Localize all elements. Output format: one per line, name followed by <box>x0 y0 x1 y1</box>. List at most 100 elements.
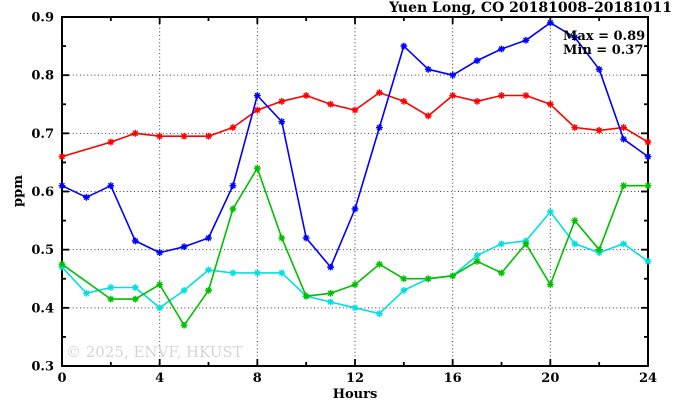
series-blue-marker <box>205 234 212 242</box>
series-blue-line <box>61 21 649 268</box>
series-blue-marker <box>156 249 164 256</box>
series-red-marker <box>180 132 188 140</box>
series-blue-marker <box>595 65 603 73</box>
series-blue-marker <box>253 92 261 99</box>
series-green-marker <box>449 272 457 280</box>
series-blue-marker <box>449 71 457 79</box>
series-cyan-marker <box>351 304 359 312</box>
series-blue-marker <box>473 57 481 65</box>
series-green-marker <box>498 269 505 277</box>
series-cyan-marker <box>546 208 554 216</box>
series-green-marker <box>522 240 530 248</box>
max-annotation: Max = 0.89 <box>563 29 645 44</box>
series-blue-marker <box>522 36 530 44</box>
series-red-marker <box>644 138 652 146</box>
min-annotation: Min = 0.37 <box>563 43 643 58</box>
series-blue-marker <box>546 19 554 27</box>
series-blue-marker <box>327 263 334 271</box>
x-tick-label: 20 <box>541 371 559 386</box>
series-red-marker <box>571 124 579 131</box>
x-tick-label: 8 <box>253 371 262 386</box>
series-blue-marker <box>498 45 505 53</box>
series-green-marker <box>644 182 652 190</box>
series-green-line <box>61 167 648 327</box>
series-blue-marker <box>229 182 237 190</box>
series-blue-marker <box>107 182 115 190</box>
series-cyan-marker <box>278 269 286 277</box>
series-red-marker <box>595 127 603 134</box>
series-green-marker <box>131 295 139 303</box>
series-cyan-marker <box>376 310 383 318</box>
series-red-marker <box>498 92 505 99</box>
series-cyan-marker <box>571 240 579 248</box>
y-tick-label: 0.4 <box>31 301 54 316</box>
series-blue-marker <box>302 234 310 242</box>
series-green-marker <box>546 281 554 288</box>
series-cyan-marker <box>473 252 481 259</box>
chart-generated-layer: 0.3 0.4 0.5 0.6 0.7 0.8 0.9 0 4 8 12 16 20 24 <box>31 11 657 387</box>
y-tick-label: 0.5 <box>31 243 54 258</box>
series-cyan-marker <box>156 304 164 312</box>
series-blue-marker <box>180 243 188 251</box>
x-tick-label: 12 <box>346 371 364 386</box>
series-blue-marker <box>400 42 408 50</box>
series-red-marker <box>449 92 457 99</box>
series-green-marker <box>571 217 579 224</box>
series-green-marker <box>229 205 237 213</box>
series-red-marker <box>131 129 139 137</box>
series-green-marker <box>156 281 164 288</box>
series-green-marker <box>107 295 115 303</box>
y-tick-label: 0.6 <box>31 185 54 200</box>
series-green-marker <box>424 275 432 283</box>
watermark: © 2025, ENVF, HKUST <box>66 343 243 361</box>
series-red-marker <box>253 106 261 114</box>
series-green-marker <box>302 292 310 300</box>
y-tick-label: 0.7 <box>31 127 54 142</box>
series-red-marker <box>424 112 432 120</box>
series-cyan-marker <box>620 240 627 248</box>
chart-title: Yuen Long, CO 20181008–20181011 <box>388 0 672 16</box>
series-cyan-marker <box>253 269 261 277</box>
y-axis-label: ppm <box>11 175 26 207</box>
series-red-marker <box>156 132 164 140</box>
series-red-marker <box>620 124 627 131</box>
series-cyan-marker <box>327 298 334 306</box>
series-cyan-marker <box>131 284 139 291</box>
series-blue-marker <box>58 182 66 190</box>
series-cyan-marker <box>180 286 188 294</box>
series-green-marker <box>400 275 408 283</box>
series-blue-marker <box>351 205 359 213</box>
series-green-marker <box>595 246 603 254</box>
series-green-marker <box>278 234 286 242</box>
series-green <box>58 164 652 329</box>
series-cyan-marker <box>229 269 237 277</box>
series-red-marker <box>400 97 408 105</box>
series-green-marker <box>253 164 261 172</box>
series-blue-marker <box>620 135 627 143</box>
series-cyan-marker <box>400 286 408 294</box>
series-cyan-marker <box>498 240 505 248</box>
y-tick-label: 0.8 <box>31 69 54 84</box>
series-red-marker <box>473 97 481 105</box>
series-red-marker <box>327 100 334 108</box>
series-green-marker <box>376 260 383 268</box>
series-green-marker <box>473 257 481 265</box>
series-blue-marker <box>131 237 139 245</box>
series-cyan-marker <box>644 257 652 265</box>
x-tick-label: 16 <box>444 371 462 386</box>
series-cyan-marker <box>205 266 212 274</box>
plot-border <box>61 16 649 367</box>
series-green-marker <box>58 260 66 268</box>
series-red-marker <box>522 92 530 99</box>
series-red-marker <box>546 100 554 108</box>
x-tick-label: 4 <box>155 371 164 386</box>
series-cyan-marker <box>107 284 115 291</box>
series-blue-marker <box>376 124 383 131</box>
series-green-marker <box>205 286 212 294</box>
series-red-marker <box>205 132 212 140</box>
series-red <box>58 89 652 160</box>
series-red-marker <box>107 138 115 146</box>
series-blue-marker <box>83 193 90 201</box>
x-tick-label: 0 <box>57 371 66 386</box>
